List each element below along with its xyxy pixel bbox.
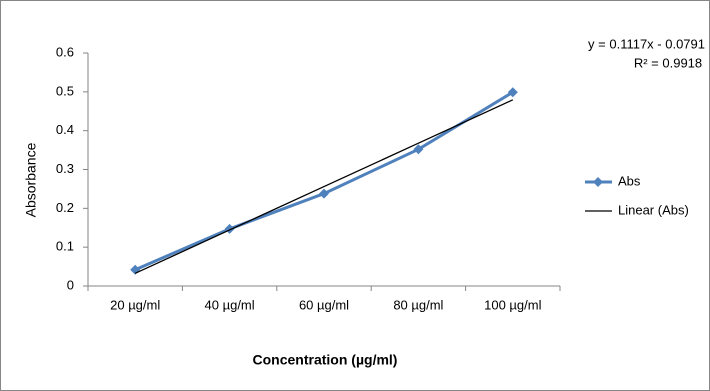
y-axis-title: Absorbance (23, 142, 39, 217)
y-tick-label: 0 (67, 277, 74, 292)
y-tick-label: 0.5 (56, 83, 74, 98)
data-point (319, 188, 329, 199)
legend-label: Abs (618, 173, 641, 188)
x-tick-label: 60 µg/ml (299, 297, 349, 312)
trend-equation: y = 0.1117x - 0.0791 (588, 36, 705, 51)
x-tick-label: 40 µg/ml (205, 297, 255, 312)
y-tick-label: 0.4 (56, 122, 74, 137)
x-axis-title: Concentration (µg/ml) (253, 352, 398, 368)
x-tick-label: 100 µg/ml (484, 297, 541, 312)
legend-label: Linear (Abs) (618, 202, 689, 217)
y-tick-label: 0.6 (56, 44, 74, 59)
trend-line (134, 99, 514, 274)
x-tick-label: 80 µg/ml (393, 297, 443, 312)
y-tick-label: 0.1 (56, 239, 74, 254)
legend-marker (593, 177, 603, 187)
x-tick-label: 20 µg/ml (110, 297, 160, 312)
r-squared: R² = 0.9918 (634, 55, 702, 70)
data-point (507, 87, 518, 98)
data-point (413, 144, 424, 155)
y-tick-label: 0.3 (56, 161, 74, 176)
y-tick-label: 0.2 (56, 200, 74, 215)
